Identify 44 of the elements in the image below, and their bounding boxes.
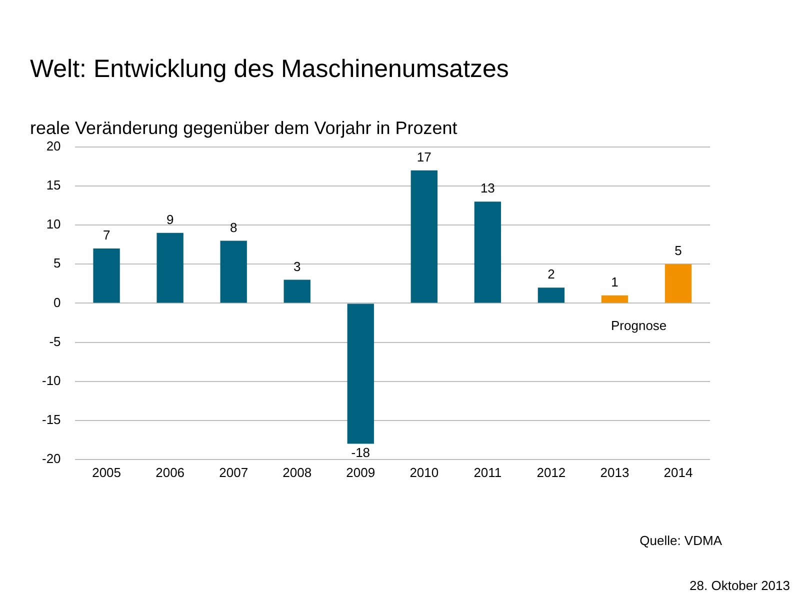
y-tick-label: -20 — [42, 450, 61, 466]
y-tick-label: 5 — [54, 256, 61, 271]
x-tick-label: 2009 — [346, 464, 376, 480]
y-tick-label: 10 — [46, 216, 61, 232]
y-tick-label: -15 — [42, 412, 61, 427]
x-tick-label: 2010 — [410, 464, 439, 480]
data-label: 1 — [611, 274, 618, 290]
data-label: 2 — [548, 266, 555, 282]
data-label: 7 — [102, 228, 110, 243]
bar — [284, 280, 310, 303]
y-tick-label: 0 — [54, 294, 61, 310]
data-label: -18 — [351, 444, 370, 460]
bar — [538, 288, 565, 303]
bar — [347, 304, 374, 444]
y-tick-label: 20 — [46, 138, 61, 154]
annotation: Prognose — [611, 318, 667, 333]
chart-subtitle: reale Veränderung gegenüber dem Vorjahr in Prozent — [30, 118, 458, 139]
x-tick-label: 2013 — [600, 464, 630, 480]
data-label: 9 — [166, 212, 174, 227]
y-tick-label: -10 — [42, 372, 61, 388]
x-tick-label: 2014 — [664, 464, 693, 480]
source-note: Quelle: VDMA — [640, 533, 722, 548]
bar — [156, 232, 184, 303]
data-label: 17 — [416, 150, 432, 165]
x-tick-label: 2005 — [92, 464, 122, 480]
data-label: 8 — [230, 220, 238, 235]
bar — [93, 248, 120, 303]
bar — [474, 202, 502, 303]
data-label: 3 — [293, 258, 301, 274]
data-label: 5 — [674, 243, 682, 258]
bar — [220, 240, 247, 303]
y-tick-label: -5 — [49, 334, 61, 349]
bar — [410, 170, 438, 303]
y-tick-label: 15 — [46, 178, 61, 193]
bar — [664, 264, 692, 303]
x-tick-label: 2011 — [474, 464, 502, 480]
x-tick-label: 2007 — [219, 464, 248, 480]
x-tick-label: 2008 — [282, 464, 312, 480]
text: 28. Oktober 2013 — [690, 578, 790, 593]
chart-title: Welt: Entwicklung des Maschinenumsatzes — [30, 55, 509, 84]
bar — [601, 295, 628, 303]
x-tick-label: 2012 — [536, 464, 566, 480]
data-label: 13 — [480, 180, 495, 196]
x-tick-label: 2006 — [156, 464, 185, 480]
